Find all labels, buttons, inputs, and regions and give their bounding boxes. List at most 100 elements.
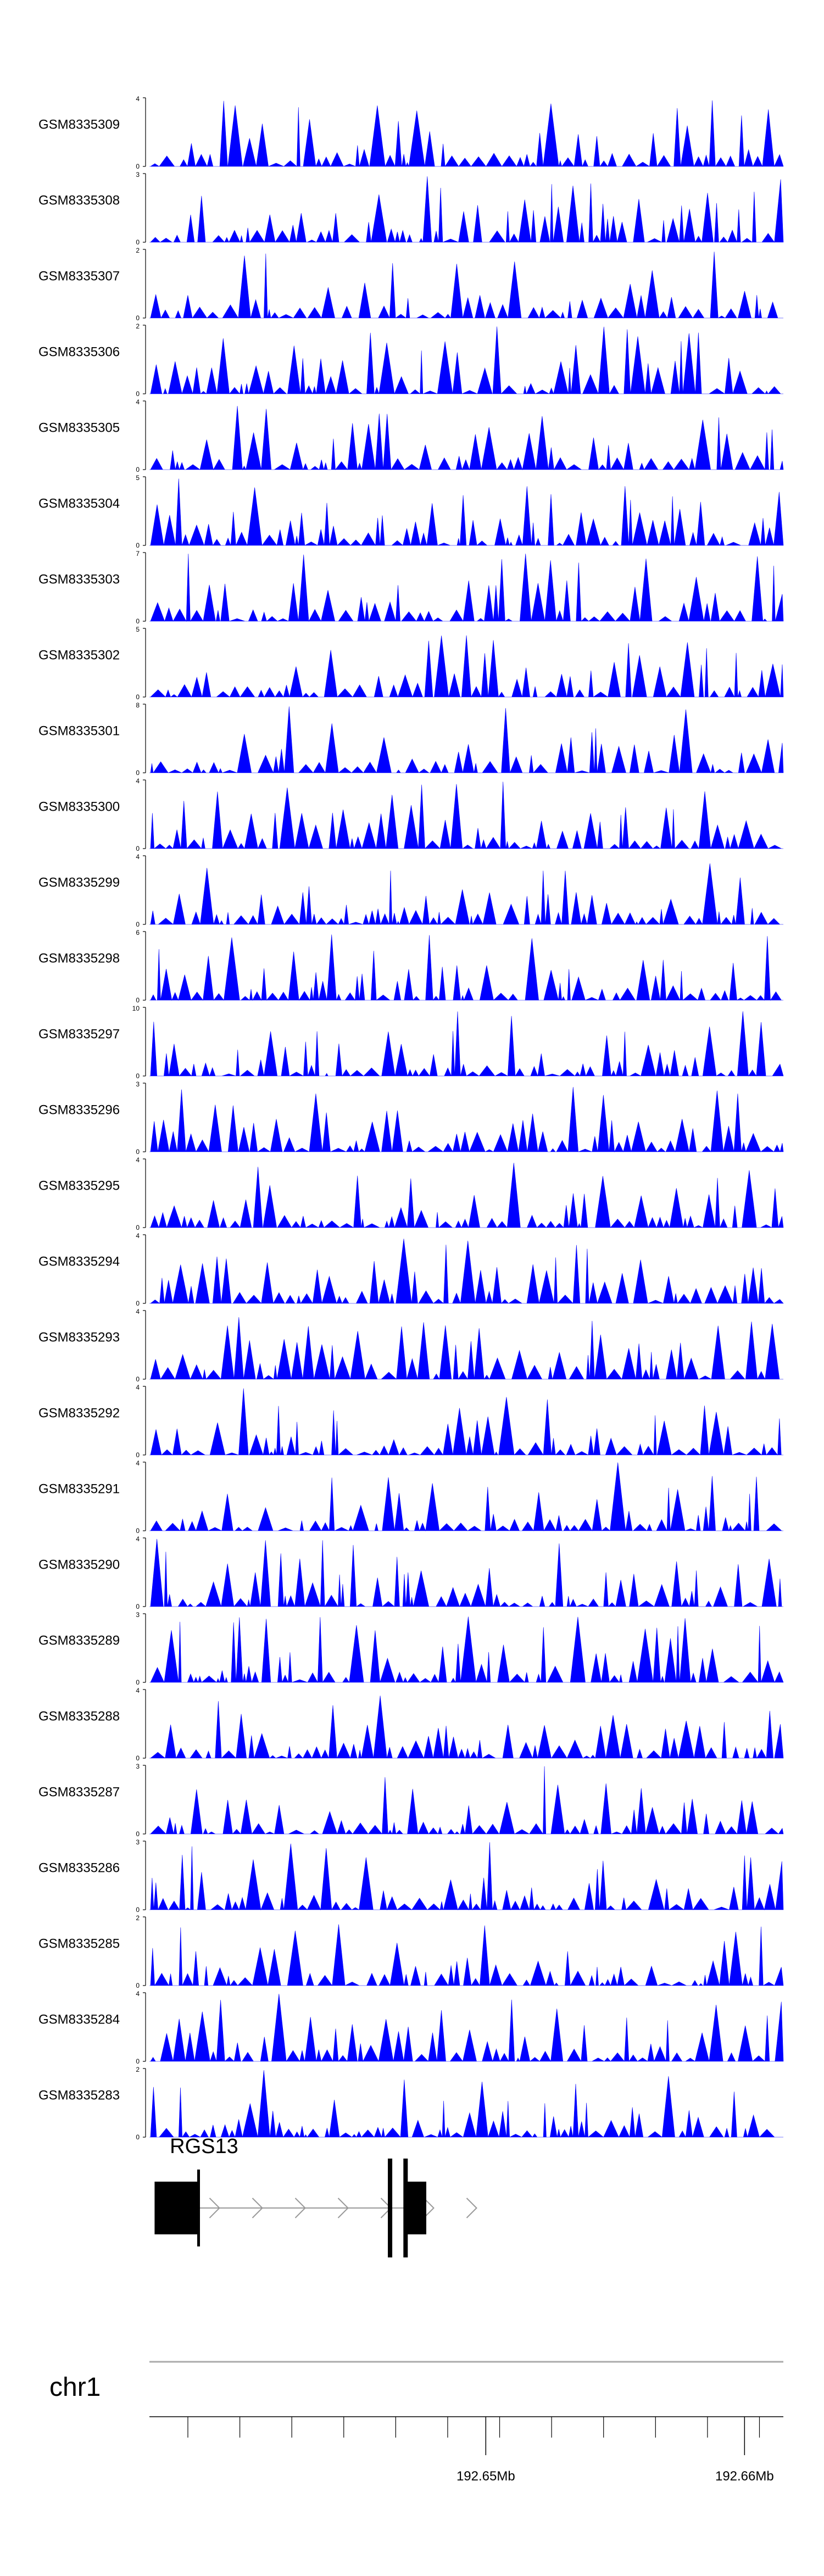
track-ymin-label: 0 xyxy=(136,921,140,928)
track-label: GSM8335302 xyxy=(38,648,120,663)
coverage-track: GSM8335284 4 0 xyxy=(38,1990,784,2065)
coverage-area xyxy=(149,1462,783,1532)
chromosome-axis: chr1 192.65Mb 192.66Mb xyxy=(49,2361,783,2484)
track-ymax-label: 4 xyxy=(136,1308,140,1315)
track-ymax-label: 6 xyxy=(136,929,140,936)
coverage-area xyxy=(149,406,784,471)
track-ymin-label: 0 xyxy=(136,1148,140,1156)
track-label: GSM8335284 xyxy=(38,2012,120,2027)
track-ymin-label: 0 xyxy=(136,1906,140,1914)
coverage-area xyxy=(149,1766,784,1835)
track-ymax-label: 4 xyxy=(136,398,140,406)
track-ymax-label: 5 xyxy=(136,474,140,482)
track-label: GSM8335283 xyxy=(38,2088,120,2103)
coverage-track: GSM8335283 2 0 xyxy=(38,2066,783,2141)
coverage-track: GSM8335286 3 0 xyxy=(38,1838,784,1914)
coverage-area xyxy=(149,554,784,622)
track-label: GSM8335307 xyxy=(38,269,120,284)
coverage-area xyxy=(149,1388,783,1456)
coverage-track: GSM8335304 5 0 xyxy=(38,474,784,549)
track-label: GSM8335305 xyxy=(38,421,120,436)
coverage-track: GSM8335287 3 0 xyxy=(38,1763,784,1838)
track-label: GSM8335298 xyxy=(38,951,120,966)
strand-chevron-icon xyxy=(252,2198,263,2218)
track-label: GSM8335295 xyxy=(38,1179,120,1194)
coverage-track: GSM8335306 2 0 xyxy=(38,322,783,398)
coverage-track: GSM8335288 4 0 xyxy=(38,1687,784,1762)
coverage-track: GSM8335296 3 0 xyxy=(38,1080,784,1156)
track-ymax-label: 4 xyxy=(136,777,140,785)
coverage-area xyxy=(149,1239,784,1304)
coverage-area xyxy=(149,706,784,774)
track-ymin-label: 0 xyxy=(136,2058,140,2065)
coverage-track: GSM8335297 10 0 xyxy=(38,1005,784,1080)
track-ymin-label: 0 xyxy=(136,163,140,170)
coverage-area xyxy=(149,934,783,1001)
track-ymax-label: 4 xyxy=(136,1156,140,1164)
track-ymax-label: 2 xyxy=(136,2066,140,2073)
track-ymax-label: 4 xyxy=(136,1535,140,1543)
coverage-track: GSM8335285 2 0 xyxy=(38,1914,784,1989)
coverage-area xyxy=(149,1538,783,1608)
coverage-track: GSM8335290 4 0 xyxy=(38,1535,783,1610)
track-label: GSM8335292 xyxy=(38,1406,120,1421)
coverage-area xyxy=(149,1317,783,1380)
coverage-track: GSM8335292 4 0 xyxy=(38,1384,783,1459)
coverage-track: GSM8335298 6 0 xyxy=(38,929,783,1004)
track-label: GSM8335297 xyxy=(38,1027,120,1042)
track-ymax-label: 8 xyxy=(136,701,140,709)
track-label: GSM8335290 xyxy=(38,1558,120,1573)
track-label: GSM8335299 xyxy=(38,876,120,890)
track-ymax-label: 3 xyxy=(136,1611,140,1619)
strand-chevron-icon xyxy=(337,2198,349,2218)
track-label: GSM8335308 xyxy=(38,193,120,208)
chromosome-label: chr1 xyxy=(49,2373,101,2402)
track-label: GSM8335296 xyxy=(38,1103,120,1118)
track-ymin-label: 0 xyxy=(136,845,140,852)
track-ymax-label: 3 xyxy=(136,1763,140,1770)
track-ymin-label: 0 xyxy=(136,1830,140,1838)
coverage-track: GSM8335301 8 0 xyxy=(38,701,784,777)
coverage-track: GSM8335299 4 0 xyxy=(38,853,783,928)
coverage-area xyxy=(149,1924,784,1987)
coverage-area xyxy=(149,1011,784,1077)
coverage-area xyxy=(149,782,783,850)
strand-chevron-icon xyxy=(466,2198,477,2218)
track-label: GSM8335294 xyxy=(38,1254,120,1269)
strand-chevron-icon xyxy=(423,2198,435,2218)
coverage-track: GSM8335300 4 0 xyxy=(38,777,783,852)
coverage-track: GSM8335309 4 0 xyxy=(38,95,784,170)
coverage-area xyxy=(149,1994,784,2062)
coverage-area xyxy=(149,1696,784,1759)
track-label: GSM8335306 xyxy=(38,345,120,360)
track-label: GSM8335286 xyxy=(38,1861,120,1876)
coverage-track: GSM8335308 3 0 xyxy=(38,171,784,246)
track-ymin-label: 0 xyxy=(136,769,140,777)
coverage-track: GSM8335295 4 0 xyxy=(38,1156,784,1231)
strand-chevron-icon xyxy=(294,2198,306,2218)
track-label: GSM8335285 xyxy=(38,1937,120,1951)
coverage-track: GSM8335294 4 0 xyxy=(38,1232,784,1307)
track-ymin-label: 0 xyxy=(136,466,140,473)
genome-axis-tick-label: 192.65Mb xyxy=(456,2469,515,2484)
coverage-area xyxy=(149,326,783,395)
coverage-track: GSM8335305 4 0 xyxy=(38,398,784,473)
track-ymax-label: 3 xyxy=(136,1838,140,1846)
track-ymin-label: 0 xyxy=(136,1072,140,1080)
coverage-track: GSM8335302 5 0 xyxy=(38,626,784,701)
track-label: GSM8335303 xyxy=(38,572,120,587)
track-ymax-label: 2 xyxy=(136,1914,140,1922)
coverage-area xyxy=(149,1616,784,1683)
track-ymin-label: 0 xyxy=(136,1224,140,1231)
coverage-area xyxy=(149,635,784,698)
track-ymin-label: 0 xyxy=(136,1982,140,1989)
track-ymax-label: 4 xyxy=(136,1990,140,1998)
track-ymin-label: 0 xyxy=(136,1754,140,1762)
track-label: GSM8335293 xyxy=(38,1330,120,1345)
gene-name-label: RGS13 xyxy=(170,2135,238,2158)
coverage-area xyxy=(149,478,784,547)
coverage-area xyxy=(149,252,783,319)
track-ymin-label: 0 xyxy=(136,2133,140,2141)
coverage-area xyxy=(149,1163,784,1229)
